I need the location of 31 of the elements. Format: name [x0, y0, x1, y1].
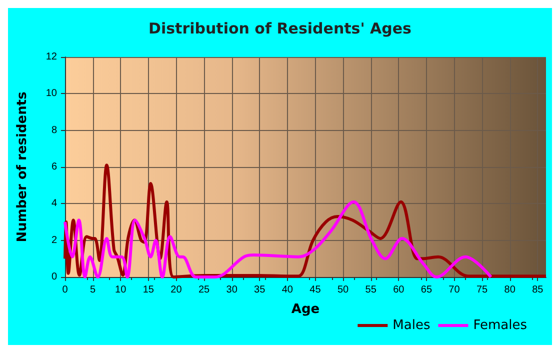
x-tick-label: 85: [532, 284, 544, 296]
legend-label: Males: [392, 318, 430, 333]
x-axis-title: Age: [291, 302, 320, 317]
x-tick-label: 40: [282, 284, 294, 296]
x-tick-label: 70: [448, 284, 460, 296]
x-tick-label: 50: [337, 284, 350, 296]
x-tick-label: 60: [393, 284, 405, 296]
x-tick-label: 65: [420, 284, 432, 296]
x-tick-label: 45: [310, 284, 322, 296]
x-tick-label: 30: [226, 284, 238, 296]
x-tick-label: 55: [365, 284, 377, 296]
y-tick-label: 6: [51, 162, 58, 172]
y-tick-label: 2: [51, 234, 58, 246]
y-tick-label: 10: [46, 88, 58, 100]
line-series: [64, 200, 492, 278]
y-tick-label: 0: [51, 272, 58, 282]
y-tick-label: 4: [51, 198, 58, 210]
legend-label: Females: [473, 318, 528, 333]
y-tick-label: 8: [51, 124, 58, 136]
y-axis-title: Number of residents: [15, 91, 30, 242]
x-tick-label: 5: [90, 284, 96, 296]
x-tick-label: 20: [170, 284, 182, 296]
x-tick-label: 15: [142, 284, 154, 296]
y-tick-label: 12: [46, 52, 58, 62]
x-tick-label: 80: [504, 284, 516, 296]
chart-title: Distribution of Residents' Ages: [148, 20, 412, 38]
x-tick-label: 0: [62, 284, 68, 296]
x-tick-label: 25: [198, 284, 210, 296]
x-tick-label: 75: [476, 284, 488, 296]
x-tick-label: 35: [254, 284, 266, 296]
x-tick-label: 10: [115, 284, 127, 296]
